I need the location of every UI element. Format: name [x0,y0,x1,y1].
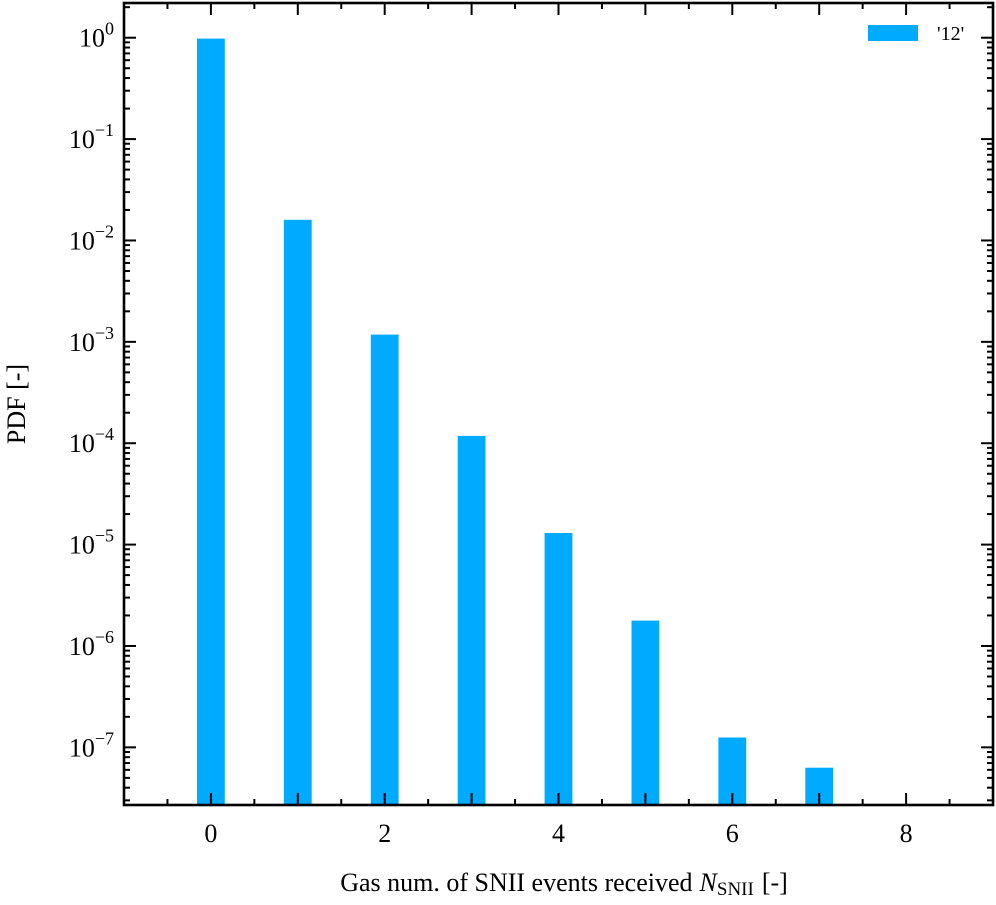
x-axis-label-symbol: N [699,868,719,897]
tick-labels-layer: 0 2 4 6 8 100 10−1 10−2 10−3 10−4 10−5 10−6 10−7 [69,19,913,848]
y-tick-label: 10−1 [69,120,114,154]
y-tick-label: 10−2 [69,221,114,255]
plot-frame [122,1,995,807]
bar-2 [370,334,399,805]
y-tick-label: 10−4 [69,424,114,458]
y-tick-label: 100 [79,19,114,53]
y-tick-label: 10−7 [69,728,114,762]
x-axis-label-text: Gas num. of SNII events received [340,868,692,897]
y-tick-label: 10−5 [69,526,114,560]
bars-layer [197,38,834,806]
y-tick-label: 10−3 [69,323,114,357]
x-axis-label-unit: [-] [762,868,788,897]
x-tick-label: 4 [552,819,565,848]
bar-4 [544,533,573,805]
x-tick-label: 8 [900,819,913,848]
bar-5 [631,620,660,805]
legend-label: '12' [937,23,964,45]
bar-0 [197,38,225,806]
legend: '12' [868,23,964,45]
bar-1 [283,219,312,806]
y-axis-label: PDF [-] [2,364,31,444]
x-axis-label: Gas num. of SNII events received NSNII [-] [340,868,788,900]
legend-swatch [868,25,918,41]
x-axis-label-subscript: SNII [717,879,754,900]
bar-3 [457,435,486,805]
y-tick-label: 10−6 [69,627,114,661]
x-tick-label: 6 [726,819,739,848]
x-tick-label: 0 [204,819,217,848]
x-tick-label: 2 [378,819,391,848]
